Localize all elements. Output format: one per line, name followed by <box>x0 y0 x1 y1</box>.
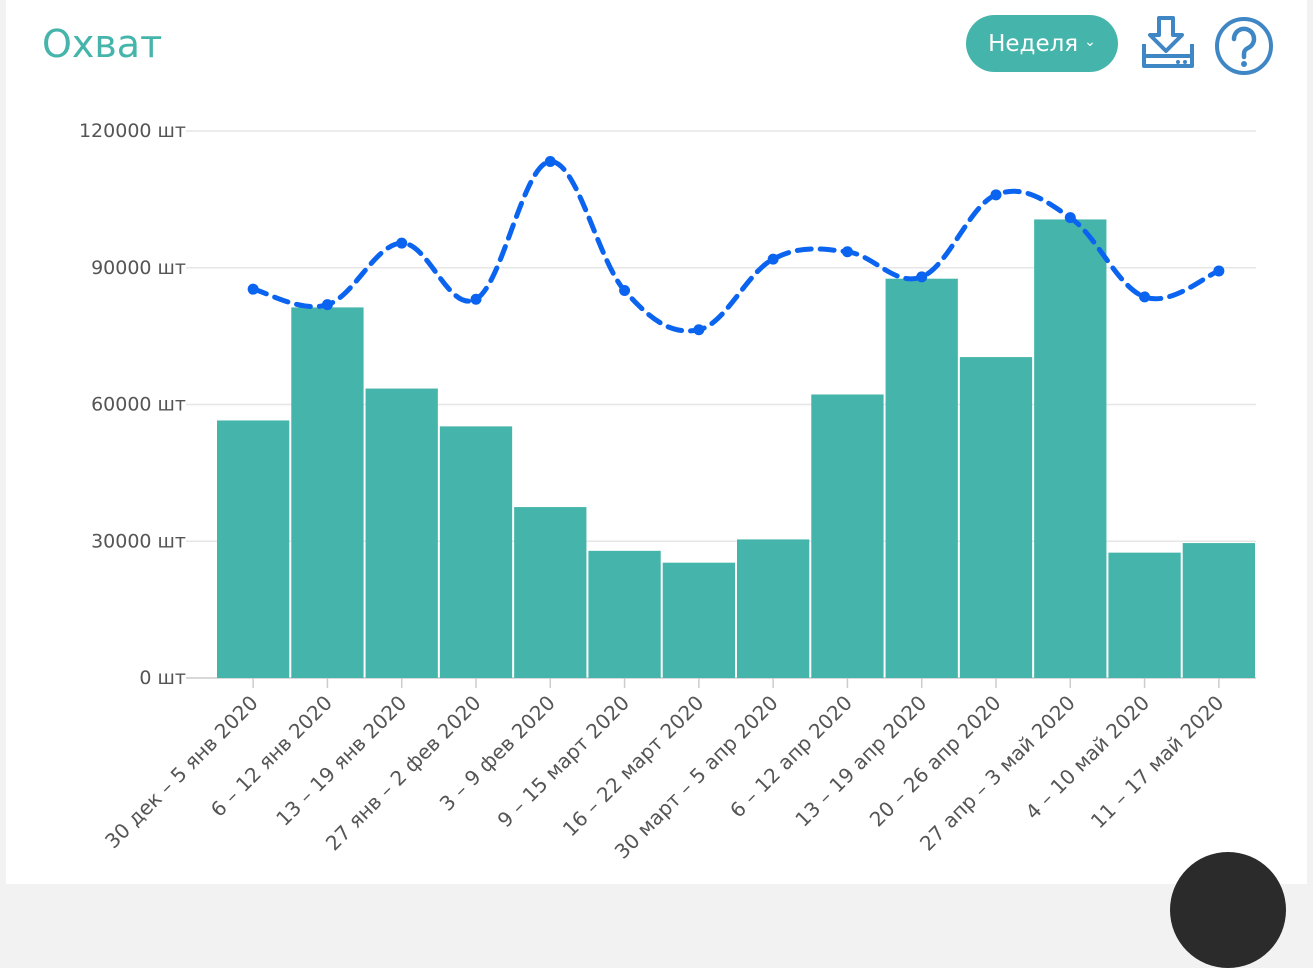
bar <box>217 420 290 678</box>
y-tick-label: 0 шт <box>139 667 186 689</box>
bar <box>1182 543 1255 678</box>
x-tick-label: 20 – 26 апр 2020 <box>865 691 1006 832</box>
download-button[interactable] <box>1134 14 1198 76</box>
bar <box>291 307 364 678</box>
bar <box>662 562 735 678</box>
x-tick-label: 13 – 19 апр 2020 <box>790 691 931 832</box>
x-tick-label: 9 – 15 март 2020 <box>493 691 635 833</box>
y-tick-label: 60000 шт <box>91 394 186 416</box>
line-point <box>544 156 556 168</box>
x-tick-label: 13 – 19 янв 2020 <box>271 691 411 831</box>
floating-action-button[interactable] <box>1170 852 1286 968</box>
line-point <box>619 285 631 297</box>
line-point <box>470 293 482 305</box>
bar <box>439 426 513 678</box>
line-point <box>693 324 705 336</box>
help-button[interactable] <box>1213 15 1275 77</box>
line-point <box>1139 291 1151 303</box>
period-select-button[interactable]: Неделя ⌄ <box>966 15 1118 72</box>
line-point <box>767 253 779 265</box>
x-tick-label: 11 – 17 май 2020 <box>1086 691 1229 834</box>
bar <box>1034 219 1107 678</box>
line-point <box>396 237 408 249</box>
line-point <box>1213 265 1225 277</box>
download-icon <box>1142 16 1194 68</box>
y-tick-label: 30000 шт <box>91 530 186 552</box>
bar <box>514 507 587 678</box>
y-tick-label: 120000 шт <box>79 120 186 142</box>
line-point <box>990 189 1002 201</box>
x-tick-label: 16 – 22 март 2020 <box>558 691 709 842</box>
chevron-down-icon: ⌄ <box>1084 33 1096 50</box>
bar <box>588 550 661 678</box>
line-point <box>916 271 928 283</box>
bar <box>811 394 884 678</box>
x-tick-label: 4 – 10 май 2020 <box>1021 691 1155 825</box>
period-select-label: Неделя <box>988 30 1079 57</box>
y-tick-label: 90000 шт <box>91 257 186 279</box>
bar <box>1108 552 1181 678</box>
line-series <box>250 159 1222 334</box>
line-point <box>321 299 333 311</box>
bar <box>365 388 438 678</box>
line-point <box>841 246 853 258</box>
bar <box>885 278 958 678</box>
bar <box>737 539 810 678</box>
help-icon <box>1215 17 1273 75</box>
bar <box>959 357 1033 678</box>
line-point <box>247 283 259 295</box>
line-point <box>1064 212 1076 224</box>
page-title: Охват <box>42 22 163 66</box>
